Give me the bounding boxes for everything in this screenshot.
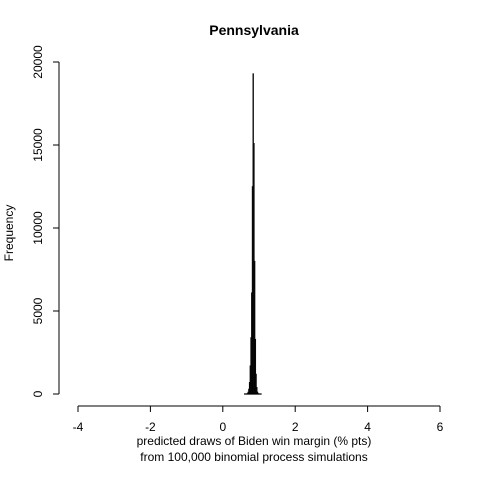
y-tick-label: 10000 (31, 211, 45, 245)
x-tick-label: 4 (364, 420, 371, 434)
chart-title: Pennsylvania (209, 22, 299, 38)
x-axis: -4 -2 0 2 4 6 (73, 405, 444, 434)
y-axis-label: Frequency (2, 205, 16, 262)
histogram-bars (244, 73, 262, 395)
y-tick-label: 15000 (31, 128, 45, 162)
y-tick-label: 20000 (31, 45, 45, 79)
x-tick-label: -2 (145, 420, 156, 434)
y-tick-label: 5000 (31, 297, 45, 324)
x-tick-label: 2 (292, 420, 299, 434)
x-tick-label: 6 (437, 420, 444, 434)
x-tick-label: -4 (73, 420, 84, 434)
x-axis-caption: from 100,000 binomial process simulation… (140, 450, 367, 464)
x-tick-label: 0 (219, 420, 226, 434)
x-axis-label: predicted draws of Biden win margin (% p… (137, 434, 372, 448)
y-tick-label: 0 (31, 390, 45, 397)
y-axis: 0 5000 10000 15000 20000 (31, 45, 60, 397)
